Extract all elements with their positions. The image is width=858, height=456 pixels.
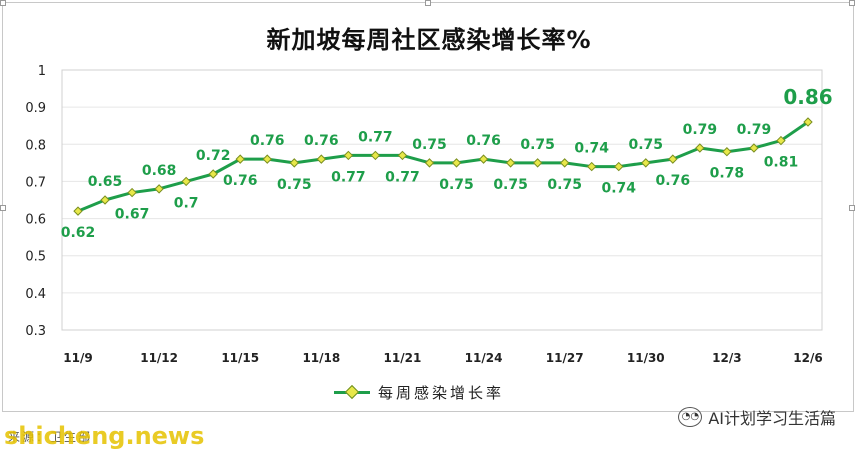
data-label: 0.74 [601, 181, 636, 197]
data-label: 0.79 [683, 122, 718, 138]
data-point [614, 161, 624, 172]
data-point [532, 158, 543, 168]
data-label: 0.76 [250, 133, 285, 149]
data-label: 0.77 [358, 129, 393, 145]
data-point [505, 158, 516, 168]
data-label: 0.75 [493, 177, 528, 193]
data-label: 0.62 [61, 225, 96, 241]
data-point [559, 158, 570, 168]
x-tick-label: 11/18 [302, 351, 340, 365]
data-label: 0.75 [520, 137, 555, 153]
data-point [154, 184, 164, 194]
data-label: 0.7 [174, 195, 199, 211]
data-point [424, 158, 435, 168]
data-label: 0.77 [385, 169, 420, 185]
data-label: 0.75 [547, 177, 582, 193]
data-point [343, 150, 354, 161]
x-tick-label: 11/27 [546, 351, 584, 365]
data-point [641, 158, 651, 168]
data-point [235, 154, 245, 164]
data-point [370, 150, 381, 161]
data-point [478, 154, 489, 164]
y-tick-label: 0.3 [25, 324, 46, 339]
data-point [803, 117, 813, 127]
data-point [668, 154, 678, 164]
chart-legend[interactable]: 每周感染增长率 [334, 382, 504, 403]
x-tick-label: 11/15 [221, 351, 259, 365]
data-point [316, 154, 327, 164]
data-label: 0.75 [277, 177, 312, 193]
plot-area [61, 69, 823, 331]
data-point [127, 187, 137, 198]
data-label: 0.78 [710, 166, 745, 182]
y-tick-label: 1 [38, 64, 46, 79]
data-point [451, 158, 462, 168]
x-tick-label: 11/21 [384, 351, 422, 365]
data-label: 0.86 [783, 85, 832, 109]
data-label: 0.75 [412, 137, 447, 153]
source-note: 来源：卫生部 [8, 430, 93, 444]
resize-handle-left[interactable] [0, 205, 6, 211]
data-point [208, 169, 218, 179]
y-tick-label: 0.9 [25, 101, 46, 116]
data-label: 0.68 [142, 163, 177, 179]
data-point [397, 150, 408, 161]
legend-swatch [334, 391, 370, 394]
series-line [77, 120, 809, 213]
data-label: 0.72 [196, 148, 231, 164]
x-tick-label: 12/6 [793, 351, 822, 365]
x-tick-label: 12/3 [712, 351, 741, 365]
y-tick-label: 0.6 [25, 213, 46, 228]
data-label: 0.76 [223, 173, 258, 189]
data-label: 0.76 [466, 133, 501, 149]
legend-label: 每周感染增长率 [378, 384, 505, 402]
data-label: 0.76 [656, 173, 691, 189]
data-label: 0.74 [574, 141, 609, 157]
data-point [262, 154, 272, 164]
x-tick-label: 11/24 [465, 351, 503, 365]
data-point [181, 176, 191, 187]
data-point [722, 147, 732, 157]
data-point [586, 161, 597, 172]
data-point [100, 195, 110, 205]
data-label: 0.77 [331, 169, 366, 185]
data-point [776, 135, 786, 146]
x-tick-label: 11/12 [140, 351, 178, 365]
resize-handle-right[interactable] [849, 205, 855, 211]
data-label: 0.75 [629, 137, 664, 153]
x-tick-label: 11/9 [63, 351, 92, 365]
brand-signature: ◔◔ AI计划学习生活篇 [678, 405, 836, 429]
data-label: 0.65 [88, 174, 123, 190]
y-tick-label: 0.7 [25, 175, 46, 190]
brand-text: AI计划学习生活篇 [708, 409, 836, 428]
y-tick-label: 0.4 [25, 287, 46, 302]
wechat-icon: ◔◔ [678, 407, 703, 427]
data-label: 0.81 [764, 155, 799, 171]
resize-handle-top[interactable] [425, 0, 431, 6]
resize-handle-top-left[interactable] [0, 0, 6, 6]
watermark: shicheng.news [4, 422, 205, 450]
data-label: 0.75 [439, 177, 474, 193]
data-label: 0.79 [737, 122, 772, 138]
y-tick-label: 0.8 [25, 138, 46, 153]
x-tick-label: 11/30 [627, 351, 665, 365]
data-label: 0.67 [115, 207, 150, 223]
data-point [73, 206, 83, 216]
data-point [695, 143, 705, 153]
data-point [749, 143, 759, 153]
data-label: 0.76 [304, 133, 339, 149]
resize-handle-top-right[interactable] [849, 0, 855, 6]
y-tick-label: 0.5 [25, 250, 46, 265]
chart-title: 新加坡每周社区感染增长率% [266, 26, 592, 54]
data-point [289, 158, 300, 168]
